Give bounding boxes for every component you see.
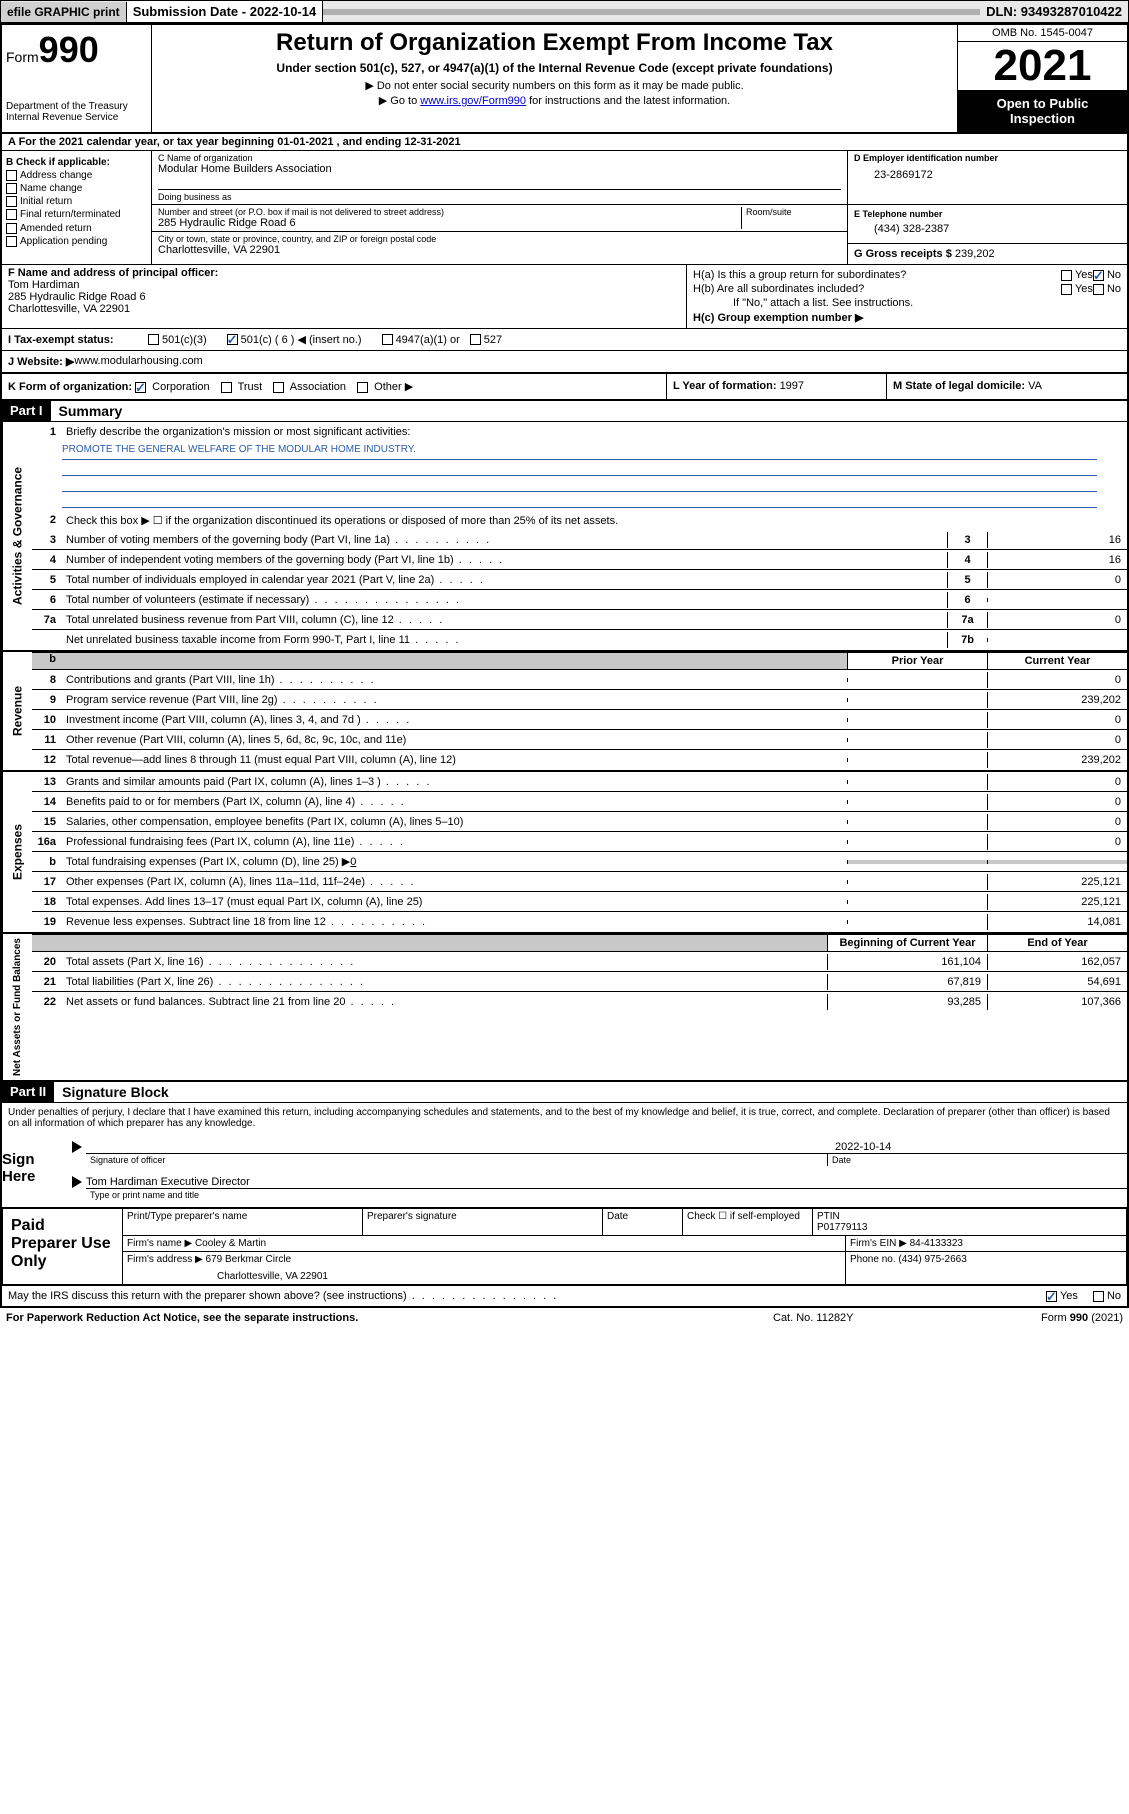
arrow-icon <box>72 1176 82 1188</box>
part-ii-header: Part II <box>2 1082 54 1102</box>
vert-label-expenses: Expenses <box>2 772 32 932</box>
form-identifier: Form990 Department of the Treasury Inter… <box>2 25 152 132</box>
gross-receipts: G Gross receipts $ 239,202 <box>848 244 1127 264</box>
form-title: Return of Organization Exempt From Incom… <box>160 29 949 57</box>
checkbox-discuss-no[interactable] <box>1093 1291 1104 1302</box>
street-address: Number and street (or P.O. box if mail i… <box>158 207 741 229</box>
room-suite: Room/suite <box>741 207 841 229</box>
checkbox-hb-yes[interactable] <box>1061 284 1072 295</box>
row-j-website: J Website: ▶ www.modularhousing.com <box>2 351 1127 374</box>
checkbox-final-return[interactable] <box>6 209 17 220</box>
part-i-title: Summary <box>51 401 131 421</box>
row-i-tax-status: I Tax-exempt status: 501(c)(3) 501(c) ( … <box>2 329 1127 351</box>
checkbox-ha-no[interactable] <box>1093 270 1104 281</box>
sign-here-label: Sign Here <box>2 1141 72 1201</box>
vert-label-net-assets: Net Assets or Fund Balances <box>2 934 32 1080</box>
checkbox-4947[interactable] <box>382 334 393 345</box>
irs-link[interactable]: www.irs.gov/Form990 <box>420 95 526 107</box>
checkbox-527[interactable] <box>470 334 481 345</box>
column-b-checkboxes: B Check if applicable: Address change Na… <box>2 151 152 264</box>
declaration-text: Under penalties of perjury, I declare th… <box>2 1103 1127 1133</box>
arrow-icon <box>72 1141 82 1153</box>
mission-text: PROMOTE THE GENERAL WELFARE OF THE MODUL… <box>62 444 1097 460</box>
checkbox-corporation[interactable] <box>135 382 146 393</box>
vert-label-revenue: Revenue <box>2 652 32 770</box>
principal-officer: F Name and address of principal officer:… <box>2 265 687 328</box>
ein-block: D Employer identification number 23-2869… <box>847 151 1127 204</box>
row-k-form-org: K Form of organization: Corporation Trus… <box>2 374 1127 401</box>
telephone-block: E Telephone number (434) 328-2387 <box>848 205 1127 244</box>
checkbox-application-pending[interactable] <box>6 236 17 247</box>
submission-date: Submission Date - 2022-10-14 <box>127 1 324 22</box>
form-990-document: Form990 Department of the Treasury Inter… <box>0 23 1129 1308</box>
checkbox-ha-yes[interactable] <box>1061 270 1072 281</box>
may-irs-discuss: May the IRS discuss this return with the… <box>2 1285 1127 1306</box>
dln: DLN: 93493287010422 <box>980 1 1128 22</box>
checkbox-discuss-yes[interactable] <box>1046 1291 1057 1302</box>
year-block: OMB No. 1545-0047 2021 Open to PublicIns… <box>957 25 1127 132</box>
checkbox-name-change[interactable] <box>6 183 17 194</box>
checkbox-501c[interactable] <box>227 334 238 345</box>
checkbox-association[interactable] <box>273 382 284 393</box>
checkbox-other[interactable] <box>357 382 368 393</box>
row-a-tax-year: A For the 2021 calendar year, or tax yea… <box>2 134 1127 151</box>
checkbox-amended-return[interactable] <box>6 223 17 234</box>
part-i-header: Part I <box>2 401 51 421</box>
city-state-zip: City or town, state or province, country… <box>158 234 841 256</box>
vert-label-activities: Activities & Governance <box>2 422 32 650</box>
efile-print-button[interactable]: efile GRAPHIC print <box>1 2 127 22</box>
page-footer: For Paperwork Reduction Act Notice, see … <box>0 1308 1129 1328</box>
part-ii-title: Signature Block <box>54 1082 177 1102</box>
group-return-block: H(a) Is this a group return for subordin… <box>687 265 1127 328</box>
form-title-block: Return of Organization Exempt From Incom… <box>152 25 957 132</box>
checkbox-hb-no[interactable] <box>1093 284 1104 295</box>
checkbox-501c3[interactable] <box>148 334 159 345</box>
checkbox-address-change[interactable] <box>6 170 17 181</box>
checkbox-initial-return[interactable] <box>6 196 17 207</box>
top-bar: efile GRAPHIC print Submission Date - 20… <box>0 0 1129 23</box>
paid-preparer-label: Paid Preparer Use Only <box>3 1209 123 1284</box>
checkbox-trust[interactable] <box>221 382 232 393</box>
org-name-block: C Name of organization Modular Home Buil… <box>152 151 847 204</box>
